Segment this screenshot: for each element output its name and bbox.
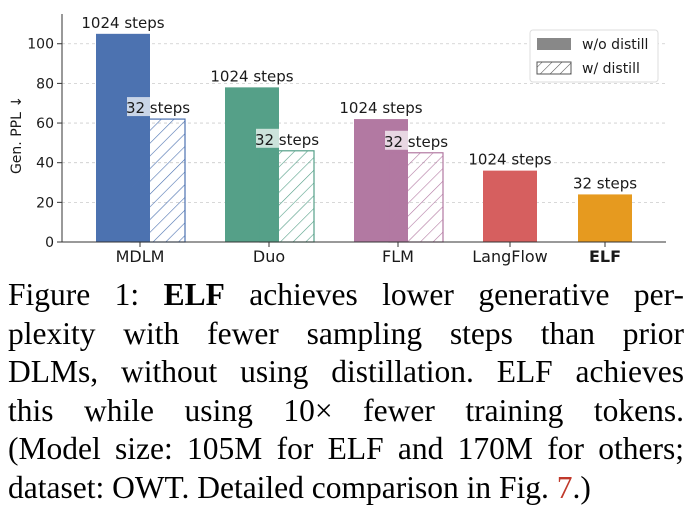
bar-chart: 1024 steps 32 steps 1024 steps 32 steps 1024… [9, 14, 666, 266]
bar-langflow-wo-distill [483, 170, 537, 242]
y-tick-label: 100 [27, 37, 54, 53]
caption-line-4: this while using 10× fewer training toke… [8, 392, 684, 428]
legend-label: w/ distill [582, 61, 640, 77]
y-tick-label: 80 [36, 76, 54, 92]
y-tick-label: 60 [36, 116, 54, 132]
bar-value-label: 1024 steps [81, 14, 164, 32]
x-tick-label-flm: FLM [382, 247, 414, 266]
legend-label: w/o distill [582, 37, 648, 53]
caption-elf-bold: ELF [163, 277, 225, 312]
x-tick-label-duo: Duo [253, 247, 285, 266]
bar-value-label: 1024 steps [468, 151, 551, 169]
y-axis-label: Gen. PPL ↓ [9, 96, 25, 174]
y-tick-label: 20 [36, 195, 54, 211]
caption-figure-link[interactable]: 7 [556, 469, 573, 505]
bar-flm-w-distill [388, 152, 444, 243]
bar-mdlm-w-distill [130, 118, 186, 243]
caption-line-6-text: dataset: OWT. Detailed comparison in Fig… [8, 469, 557, 505]
y-axis: 0 20 40 60 80 100 [27, 14, 666, 251]
caption-line-1-text: achieves lower generative per- [224, 277, 684, 312]
bar-value-label: 32 steps [126, 99, 190, 117]
x-tick-label-langflow: LangFlow [472, 247, 548, 266]
bar-label-bg [127, 97, 189, 117]
bar-label-bg [256, 128, 318, 148]
bar-value-label: 32 steps [573, 174, 637, 192]
caption-line-3: DLMs, without using distillation. ELF ac… [8, 354, 684, 389]
bar-value-label: 1024 steps [210, 67, 293, 85]
bar-value-label: 32 steps [255, 131, 319, 149]
caption-figure-number: Figure 1: [8, 277, 164, 312]
bar-duo-w-distill [259, 150, 315, 243]
caption-line-6: dataset: OWT. Detailed comparison in Fig… [8, 469, 684, 508]
caption-line-1: Figure 1: ELF achieves lower generative … [8, 276, 684, 315]
y-tick-label: 40 [36, 156, 54, 172]
legend-swatch-solid [537, 38, 571, 50]
x-tick-label-elf: ELF [589, 247, 621, 266]
x-tick-label-mdlm: MDLM [116, 247, 165, 266]
legend: w/o distill w/ distill [529, 29, 659, 83]
bar-value-label: 1024 steps [339, 99, 422, 117]
bar-label-bg [385, 130, 447, 150]
legend-swatch-hatched [536, 61, 572, 75]
x-axis: MDLM Duo FLM LangFlow ELF [116, 242, 621, 266]
bar-value-label: 32 steps [384, 133, 448, 151]
figure-caption: Figure 1: ELF achieves lower generative … [8, 276, 684, 507]
caption-line-6-end: .) [572, 469, 591, 505]
caption-line-2: plexity with fewer sampling steps than p… [8, 315, 684, 351]
caption-line-5: (Model size: 105M for ELF and 170M for o… [8, 431, 684, 466]
y-tick-label: 0 [45, 235, 54, 251]
bar-elf-wo-distill [578, 194, 632, 242]
